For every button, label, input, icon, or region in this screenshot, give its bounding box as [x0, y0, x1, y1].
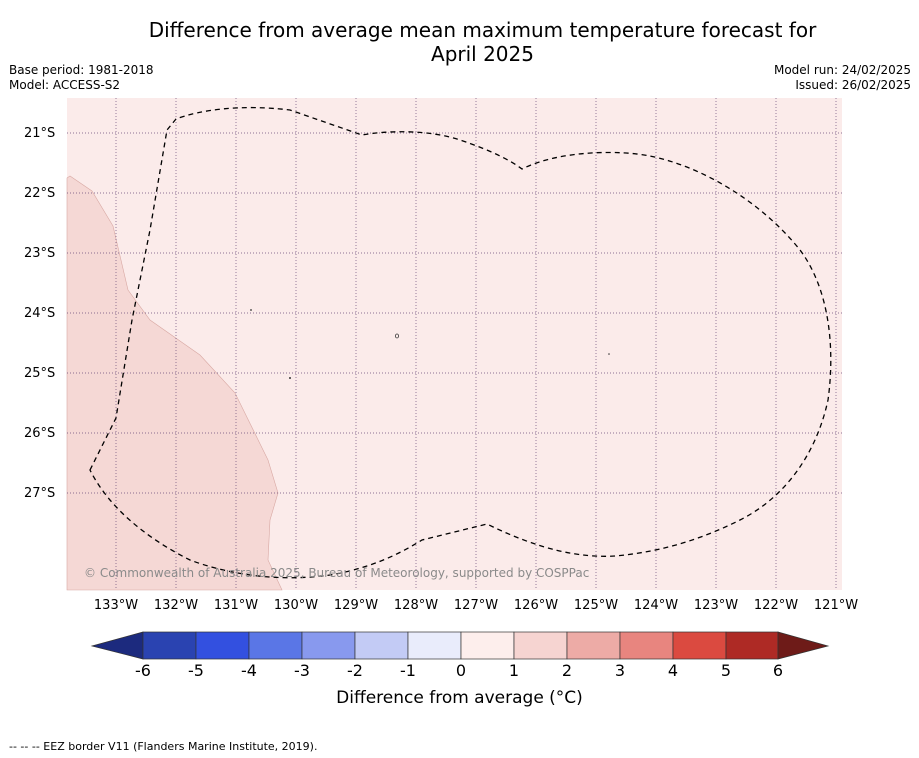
colorbar-tick-label: 2: [561, 661, 573, 680]
lon-label: 132°W: [153, 598, 199, 613]
colorbar-tick-label: 5: [720, 661, 732, 680]
eez-border: [89, 106, 832, 579]
lon-label: 133°W: [93, 598, 139, 613]
lon-label: 124°W: [633, 598, 679, 613]
lat-label: 24°S: [24, 306, 56, 321]
colorbar-tick-label: -5: [188, 661, 204, 680]
colorbar-segment: [142, 631, 197, 660]
colorbar-segment: [248, 631, 303, 660]
copyright-notice: © Commonwealth of Australia 2025, Bureau…: [84, 566, 590, 580]
colorbar-title: Difference from average (°C): [336, 688, 583, 708]
lat-label: 23°S: [24, 246, 56, 261]
lat-label: 27°S: [24, 486, 56, 501]
metadata-left: Base period: 1981-2018 Model: ACCESS-S2: [9, 63, 154, 93]
colorbar-tick-label: -2: [347, 661, 363, 680]
lon-label: 131°W: [213, 598, 259, 613]
colorbar: [90, 631, 830, 660]
issued-date: Issued: 26/02/2025: [795, 78, 911, 92]
lon-label: 126°W: [513, 598, 559, 613]
colorbar-tick-label: -4: [241, 661, 257, 680]
colorbar-segment: [619, 631, 674, 660]
lon-label: 128°W: [393, 598, 439, 613]
colorbar-tick-label: 3: [614, 661, 626, 680]
lon-label: 122°W: [753, 598, 799, 613]
title-line-1: Difference from average mean maximum tem…: [148, 18, 817, 42]
model-run: Model run: 24/02/2025: [773, 63, 911, 77]
map-title: Difference from average mean maximum tem…: [0, 18, 919, 66]
colorbar-tick-label: 6: [772, 661, 784, 680]
lat-label: 26°S: [24, 426, 56, 441]
colorbar-tick-label: 4: [667, 661, 679, 680]
title-line-2: April 2025: [431, 42, 534, 66]
colorbar-segment: [195, 631, 250, 660]
colorbar-tick-label: 1: [508, 661, 520, 680]
colorbar-segment: [513, 631, 568, 660]
lon-label: 130°W: [273, 598, 319, 613]
island: [250, 309, 252, 311]
colorbar-extend-low: [90, 631, 144, 660]
island: [289, 377, 291, 379]
model-name: Model: ACCESS-S2: [9, 78, 121, 92]
colorbar-segment: [725, 631, 779, 660]
lat-label: 21°S: [24, 126, 56, 141]
colorbar-segment: [301, 631, 356, 660]
lon-label: 127°W: [453, 598, 499, 613]
base-period: Base period: 1981-2018: [9, 63, 154, 77]
eez-footnote: -- -- -- EEZ border V11 (Flanders Marine…: [9, 740, 318, 753]
anomaly-zone-1-2: [66, 175, 283, 591]
metadata-right: Model run: 24/02/2025 Issued: 26/02/2025: [774, 63, 911, 93]
lon-label: 123°W: [693, 598, 739, 613]
colorbar-segment: [672, 631, 727, 660]
colorbar-segment: [407, 631, 462, 660]
colorbar-segment: [354, 631, 409, 660]
lon-label: 121°W: [813, 598, 859, 613]
colorbar-tick-label: -6: [135, 661, 151, 680]
colorbar-tick-label: 0: [455, 661, 467, 680]
colorbar-tick-label: -1: [400, 661, 416, 680]
island: [394, 333, 399, 339]
lon-label: 129°W: [333, 598, 379, 613]
island: [608, 353, 610, 355]
lon-label: 125°W: [573, 598, 619, 613]
colorbar-extend-high: [777, 631, 830, 660]
colorbar-tick-label: -3: [294, 661, 310, 680]
colorbar-segment: [460, 631, 515, 660]
graticule: [67, 98, 842, 590]
colorbar-segment: [566, 631, 621, 660]
lat-label: 25°S: [24, 366, 56, 381]
lat-label: 22°S: [24, 186, 56, 201]
